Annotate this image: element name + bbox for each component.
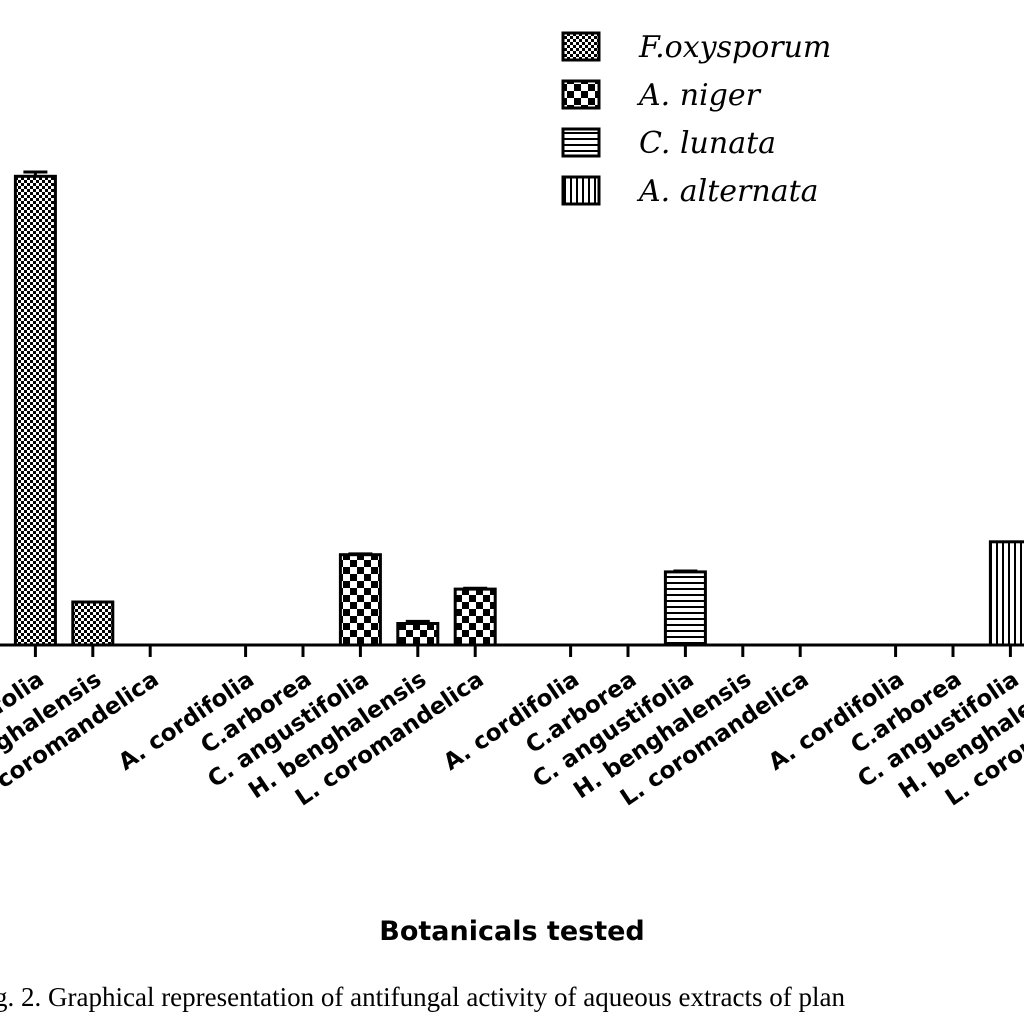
figure-caption: g. 2. Graphical representation of antifu…	[0, 982, 845, 1012]
legend: F.oxysporum A. niger C. lunata A. alternata	[561, 30, 831, 209]
error-bars-layer	[23, 170, 698, 624]
legend-label: F.oxysporum	[638, 30, 831, 65]
legend-swatch	[561, 175, 601, 206]
x-axis-label: Botanicals tested	[379, 916, 645, 947]
legend-swatch	[561, 31, 601, 62]
bar-a-niger-4	[453, 587, 497, 647]
bars-layer	[13, 174, 1024, 647]
legend-label: C. lunata	[639, 126, 776, 161]
legend-swatch	[561, 79, 601, 110]
legend-label: A. niger	[636, 78, 762, 113]
x-axis	[0, 643, 1024, 657]
bar-a-niger-3	[396, 622, 440, 647]
bar-f-oxysporum-1	[13, 174, 57, 647]
legend-swatch	[561, 127, 601, 158]
bar-a-alternata-2	[988, 540, 1024, 647]
bar-f-oxysporum-2	[71, 600, 115, 647]
legend-label: A. alternata	[636, 174, 819, 209]
bar-c-lunata-2	[663, 570, 707, 647]
bar-a-niger-2	[338, 553, 382, 647]
